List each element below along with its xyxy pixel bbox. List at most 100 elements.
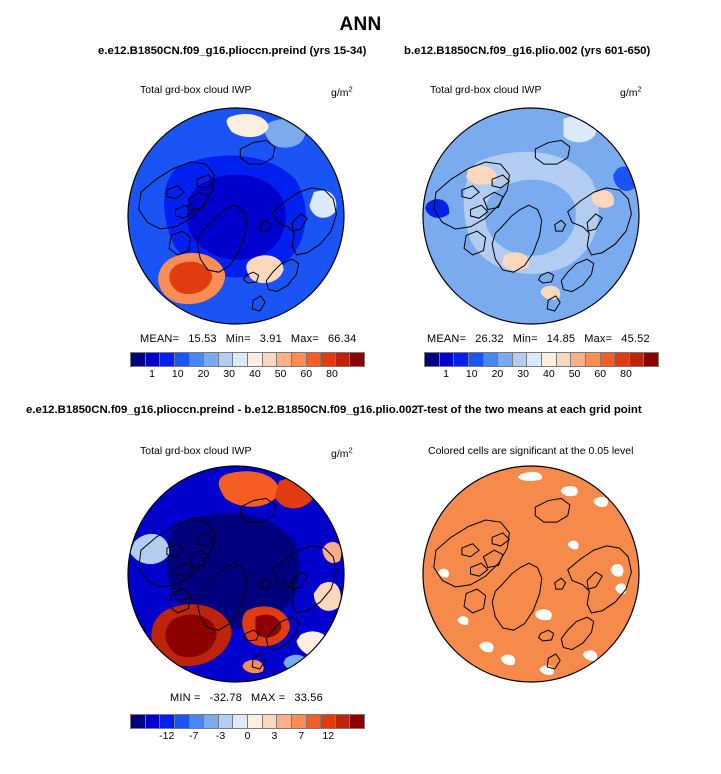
coastline <box>560 616 595 651</box>
plot-units-top-right: g/m2 <box>620 84 642 99</box>
colorbar-ticks-top-right: 1 10 20 30 40 50 60 80 <box>424 367 659 382</box>
colorbar-cell-14 <box>629 353 645 366</box>
polar-map-top-left <box>126 106 346 326</box>
stats-line-bottom-left: MIN = -32.78 MAX = 33.56 <box>170 692 323 704</box>
coastline <box>560 258 595 293</box>
colorbar-cell-2 <box>160 353 175 366</box>
field-contour-band <box>242 659 264 674</box>
coastline <box>491 204 543 273</box>
colorbar-cell-3 <box>174 715 190 728</box>
colorbar-cell-9 <box>262 353 278 366</box>
max-value: 33.56 <box>294 692 323 704</box>
colorbar-cell-10 <box>277 715 292 728</box>
coastline <box>470 204 489 219</box>
colorbar-cell-11 <box>291 715 307 728</box>
coastline <box>265 258 300 293</box>
colorbar-cell-15 <box>644 353 658 366</box>
non-significant-cell <box>479 641 494 653</box>
coastline <box>463 230 487 256</box>
coastline <box>534 139 571 165</box>
polar-map-top-right <box>421 106 641 326</box>
colorbar-cell-11 <box>585 353 601 366</box>
colorbar-cell-14 <box>335 353 351 366</box>
difference-title-row: e.e12.B1850CN.f09_g16.plioccn.preind - b… <box>0 404 721 422</box>
colorbar-top-right: 1 10 20 30 40 50 60 80 <box>424 352 659 382</box>
field-contour-band <box>165 513 300 629</box>
colorbar-tick-label: 10 <box>171 368 184 380</box>
non-significant-cell <box>438 568 449 578</box>
panel-subtitle-bottom-right: T-test of the two means at each grid poi… <box>417 404 642 416</box>
coastline <box>482 191 504 211</box>
coastline <box>196 562 248 631</box>
colorbar-tick-label: 20 <box>197 368 210 380</box>
max-label: Max= <box>290 333 319 345</box>
colorbar-tick-label: -7 <box>188 730 199 742</box>
colorbar-cell-8 <box>248 715 263 728</box>
colorbar-cell-6 <box>512 353 528 366</box>
coastline <box>168 588 192 614</box>
stats-line-top-right: MEAN= 26.32 Min= 14.85 Max= 45.52 <box>427 333 650 345</box>
colorbar-cell-0 <box>131 715 146 728</box>
coastline <box>291 213 308 232</box>
colorbar-cell-8 <box>542 353 557 366</box>
map-boundary-circle <box>422 465 640 683</box>
plot-variable-label-top-left: Total grd-box cloud IWP <box>140 84 252 96</box>
colorbar-tick-label: 50 <box>274 368 287 380</box>
field-contour-band <box>425 199 450 218</box>
max-label: MAX = <box>251 692 286 704</box>
plot-units-bottom-left: g/m2 <box>331 445 353 460</box>
colorbar-cell-7 <box>233 353 248 366</box>
mean-label: MEAN= <box>427 333 467 345</box>
polar-map-svg <box>421 107 640 325</box>
field-contour-band <box>309 190 337 218</box>
colorbar-tick-label: 0 <box>244 730 251 742</box>
coastline <box>554 219 567 232</box>
colorbar-cell-1 <box>439 353 455 366</box>
coastline <box>491 562 543 631</box>
field-contour-band <box>226 114 269 138</box>
units-text: g/m <box>620 86 638 99</box>
coastline <box>461 543 480 558</box>
field-contour-band <box>322 542 342 564</box>
field-contour-band <box>421 107 423 108</box>
non-significant-cell <box>518 471 543 482</box>
mean-label: MEAN= <box>140 333 180 345</box>
colorbar-tick-label: 30 <box>223 368 235 380</box>
coastline <box>265 616 300 651</box>
non-significant-cell <box>457 616 469 625</box>
coastline <box>546 653 561 670</box>
non-significant-cell <box>615 583 627 594</box>
colorbar-cell-6 <box>218 715 234 728</box>
panel-subtitle-bottom-left: e.e12.B1850CN.f09_g16.plioccn.preind - b… <box>26 404 418 416</box>
field-contour-band <box>591 190 615 208</box>
colorbar-cell-2 <box>160 715 175 728</box>
non-significant-cell <box>561 486 578 497</box>
colorbar-tick-label: 40 <box>249 368 261 380</box>
colorbar-tick-label: 1 <box>443 368 449 380</box>
coastline <box>242 271 260 284</box>
coastline <box>491 532 511 547</box>
colorbar-tick-label: 40 <box>543 368 555 380</box>
colorbar-tick-label: 80 <box>326 368 338 380</box>
units-exponent: 2 <box>348 445 353 454</box>
polar-map-svg <box>127 465 345 683</box>
coastline <box>259 219 272 232</box>
colorbar-tick-label: 60 <box>594 368 607 380</box>
colorbar-cell-8 <box>248 353 263 366</box>
colorbar-tick-label: 10 <box>465 368 478 380</box>
field-contour-band <box>169 261 213 295</box>
colorbar-cell-12 <box>600 353 616 366</box>
polar-map-bottom-left <box>126 464 346 684</box>
coastline <box>537 271 555 284</box>
colorbar-cell-13 <box>615 353 630 366</box>
map-boundary-circle <box>127 107 345 325</box>
coastline <box>537 629 555 642</box>
coastline <box>175 204 194 219</box>
polar-map-svg <box>127 107 345 325</box>
plot-units-top-left: g/m2 <box>331 84 353 99</box>
colorbar-cell-13 <box>321 715 336 728</box>
min-label: Min= <box>512 333 538 345</box>
colorbar-cell-7 <box>233 715 248 728</box>
colorbar-gradient-top-left <box>130 352 365 367</box>
non-significant-cell <box>582 650 598 661</box>
